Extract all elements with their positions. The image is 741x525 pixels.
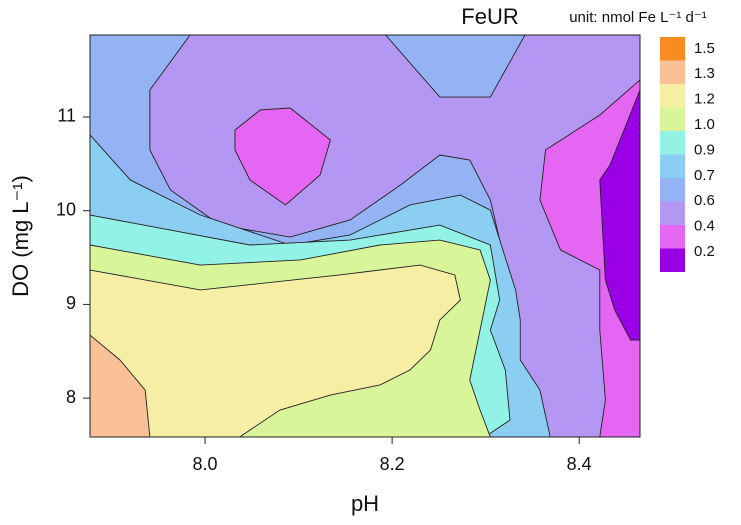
plot-area xyxy=(90,35,640,437)
colorbar-label: 1.3 xyxy=(694,65,715,82)
y-tick-label: 10 xyxy=(56,199,76,219)
colorbar-label: 1.2 xyxy=(694,91,715,108)
chart-title: FeUR xyxy=(461,4,518,29)
colorbar-label: 0.2 xyxy=(694,243,715,260)
colorbar-label: 1.0 xyxy=(694,116,715,133)
x-tick-label: 8.4 xyxy=(567,454,592,474)
colorbar-swatch xyxy=(660,84,685,108)
x-tick-label: 8.0 xyxy=(193,454,218,474)
colorbar-label: 0.4 xyxy=(694,218,715,235)
colorbar-label: 0.9 xyxy=(694,141,715,158)
colorbar-swatch xyxy=(660,225,685,249)
contour-region xyxy=(90,334,151,437)
y-tick-label: 8 xyxy=(66,387,76,407)
colorbar-label: 1.5 xyxy=(694,40,715,57)
colorbar-swatch xyxy=(660,107,685,131)
y-tick-label: 11 xyxy=(57,106,76,126)
plot-frame xyxy=(89,34,641,438)
colorbar-swatch xyxy=(660,37,685,61)
colorbar-swatch xyxy=(660,201,685,225)
contour-region xyxy=(234,107,331,206)
contour-region xyxy=(90,264,461,437)
colorbar-swatch xyxy=(660,248,685,272)
colorbar-label: 0.6 xyxy=(694,192,715,209)
colorbar-swatch xyxy=(660,60,685,84)
y-axis-title: DO (mg L⁻¹) xyxy=(8,175,33,297)
colorbar-label: 0.7 xyxy=(694,167,715,184)
colorbar-swatch xyxy=(660,154,685,178)
x-tick-label: 8.2 xyxy=(380,454,405,474)
contour-region xyxy=(599,89,640,341)
colorbar-swatch xyxy=(660,178,685,202)
y-tick-label: 9 xyxy=(66,293,76,313)
colorbar-swatch xyxy=(660,131,685,155)
x-axis-title: pH xyxy=(351,491,379,516)
chart-subtitle: unit: nmol Fe L⁻¹ d⁻¹ xyxy=(569,9,707,26)
